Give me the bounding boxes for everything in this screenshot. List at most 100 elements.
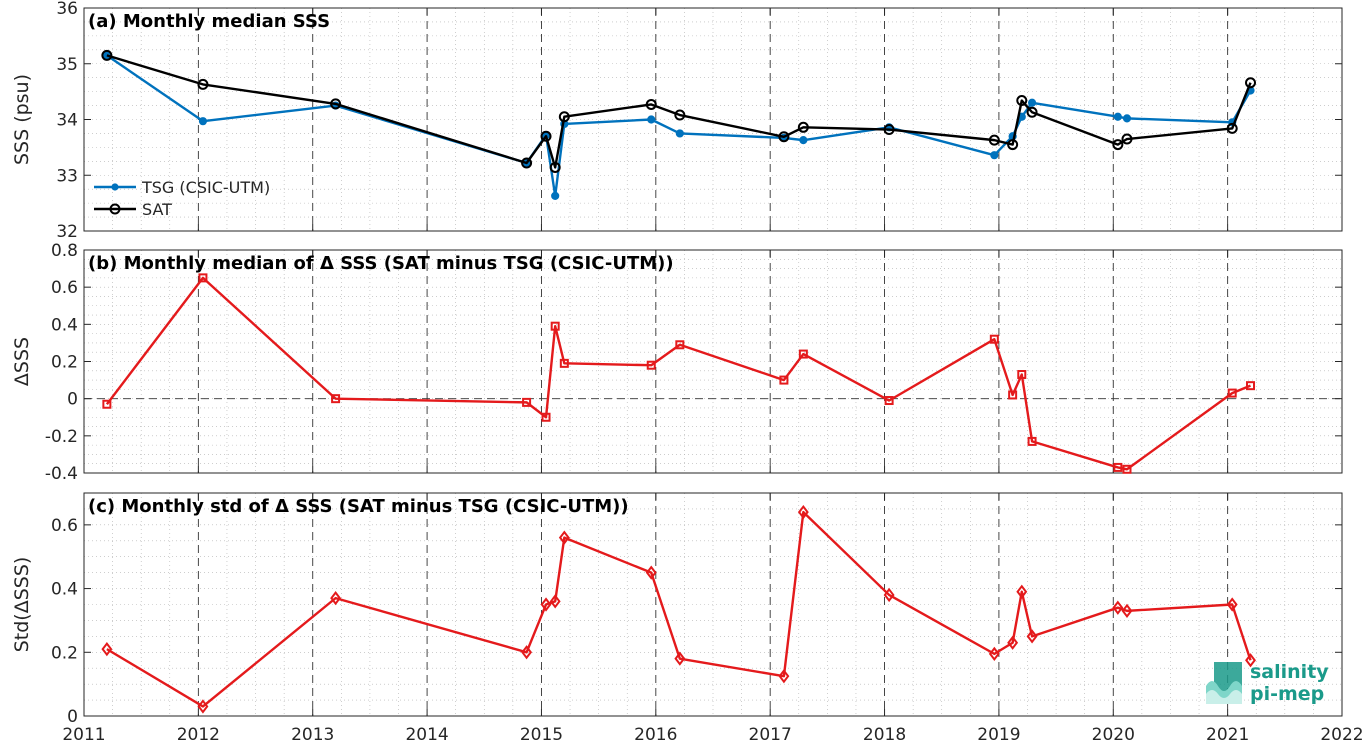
data-point bbox=[990, 151, 999, 160]
data-point bbox=[521, 157, 533, 169]
y-tick-label: 34 bbox=[56, 111, 78, 131]
x-tick-label: 2022 bbox=[1320, 725, 1363, 745]
data-point bbox=[645, 565, 657, 580]
data-point bbox=[647, 115, 656, 124]
x-tick-label: 2012 bbox=[177, 725, 220, 745]
y-tick-label: 0 bbox=[67, 707, 78, 727]
data-point bbox=[1016, 95, 1028, 107]
panel-3: 0 0.2 0.4 0.6 2011 2012 2013 2014 2015 2016 2017 20… bbox=[11, 492, 1363, 745]
data-point bbox=[1226, 122, 1238, 134]
series-sat bbox=[101, 49, 1257, 173]
series-delta bbox=[101, 504, 1256, 714]
salinity-pi-mep-logo: salinity pi-mep bbox=[1202, 656, 1342, 708]
data-point bbox=[101, 641, 113, 657]
x-tick-label: 2014 bbox=[405, 725, 448, 745]
x-tick-label: 2021 bbox=[1206, 725, 1249, 745]
y-axis-label: ΔSSS bbox=[11, 337, 33, 386]
series-delta bbox=[102, 273, 1256, 474]
data-point bbox=[645, 98, 657, 110]
data-point bbox=[646, 360, 656, 370]
series-line bbox=[106, 510, 1252, 708]
data-point bbox=[101, 49, 113, 61]
y-axis-label: SSS (psu) bbox=[11, 74, 33, 165]
x-tick-label: 2020 bbox=[1092, 725, 1135, 745]
data-point bbox=[797, 504, 809, 520]
x-tick-label: 2019 bbox=[977, 725, 1020, 745]
data-point bbox=[779, 375, 789, 385]
data-point bbox=[1227, 388, 1237, 398]
data-point bbox=[330, 590, 342, 606]
data-point bbox=[798, 349, 808, 359]
data-point bbox=[778, 131, 790, 143]
data-point bbox=[330, 98, 342, 110]
logo-text-salinity: salinity bbox=[1250, 661, 1329, 683]
data-point bbox=[1016, 584, 1028, 599]
legend: TSG (CSIC-UTM) SAT bbox=[94, 178, 270, 219]
data-point bbox=[102, 399, 112, 409]
data-point bbox=[778, 669, 790, 684]
y-tick-label: 0.4 bbox=[51, 315, 78, 335]
data-point bbox=[1113, 462, 1123, 472]
panel-2: -0.4 -0.2 0 0.2 0.4 0.6 0.8 ΔSSS (b) Monthly med… bbox=[11, 241, 1343, 484]
y-tick-label: 0.4 bbox=[51, 580, 78, 600]
data-point bbox=[883, 587, 895, 603]
y-tick-label: 35 bbox=[56, 55, 78, 75]
x-tick-label: 2018 bbox=[863, 725, 906, 745]
grid bbox=[84, 249, 1342, 474]
data-point bbox=[1122, 464, 1132, 474]
data-point bbox=[540, 130, 552, 142]
legend-label: TSG (CSIC-UTM) bbox=[141, 178, 270, 197]
data-point bbox=[883, 124, 895, 136]
data-point bbox=[1017, 370, 1027, 380]
data-point bbox=[1027, 98, 1037, 107]
legend-marker bbox=[111, 183, 119, 191]
y-axis-label: Std(ΔSSS) bbox=[11, 557, 33, 653]
data-point bbox=[989, 334, 999, 344]
data-point bbox=[521, 645, 533, 660]
y-tick-label: 0.8 bbox=[51, 241, 78, 261]
panel-title: (b) Monthly median of Δ SSS (SAT minus T… bbox=[88, 253, 674, 274]
data-point bbox=[675, 129, 684, 138]
x-tick-label: 2017 bbox=[749, 725, 792, 745]
x-tick-label: 2011 bbox=[62, 725, 105, 745]
data-point bbox=[1007, 635, 1019, 650]
series-line bbox=[106, 54, 1252, 169]
data-point bbox=[1246, 381, 1256, 391]
data-point bbox=[675, 340, 685, 350]
data-point bbox=[198, 273, 208, 283]
data-point bbox=[1122, 114, 1132, 123]
y-tick-label: -0.2 bbox=[45, 427, 78, 447]
grid bbox=[84, 492, 1342, 717]
data-point bbox=[674, 651, 686, 666]
data-point bbox=[549, 594, 561, 609]
data-point bbox=[551, 191, 560, 200]
y-tick-label: 0.6 bbox=[51, 278, 78, 298]
y-tick-label: 33 bbox=[56, 166, 78, 186]
data-point bbox=[1007, 139, 1019, 151]
panel-title: (c) Monthly std of Δ SSS (SAT minus TSG … bbox=[88, 496, 629, 517]
series-line bbox=[106, 54, 1252, 198]
data-point bbox=[1121, 133, 1133, 145]
series-line bbox=[105, 276, 1251, 471]
data-point bbox=[197, 78, 209, 90]
data-point bbox=[1121, 603, 1133, 619]
axes-box bbox=[83, 492, 1343, 717]
y-tick-label: 32 bbox=[56, 222, 78, 242]
x-tick-label: 2013 bbox=[291, 725, 334, 745]
data-point bbox=[799, 136, 808, 145]
legend-label: SAT bbox=[142, 200, 172, 219]
data-point bbox=[541, 412, 551, 422]
data-point bbox=[1112, 600, 1124, 615]
data-point bbox=[797, 121, 809, 133]
data-point bbox=[558, 111, 570, 123]
data-point bbox=[198, 117, 208, 126]
y-tick-label: -0.4 bbox=[45, 464, 78, 484]
data-point bbox=[522, 397, 532, 407]
data-point bbox=[540, 597, 552, 612]
data-point bbox=[1026, 629, 1038, 644]
data-point bbox=[1008, 390, 1018, 400]
data-point bbox=[988, 134, 1000, 146]
y-tick-label: 0.6 bbox=[51, 516, 78, 536]
y-tick-label: 0.2 bbox=[51, 643, 78, 663]
